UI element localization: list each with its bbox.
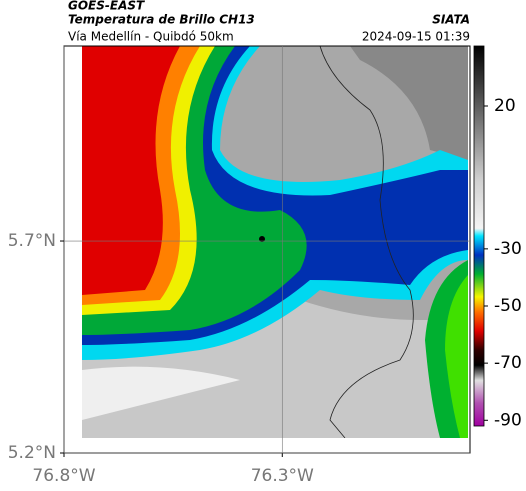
title: Temperatura de Brillo CH13 [68, 13, 255, 27]
colorbar-tick-label: -50 [494, 296, 522, 316]
source: GOES-EAST [68, 0, 145, 13]
y-tick-label: 5.7°N [8, 231, 56, 251]
subtitle: Vía Medellín - Quibdó 50km [68, 30, 234, 44]
x-tick-label: 76.3°W [251, 466, 314, 486]
colorbar-tick-label: -30 [494, 239, 522, 259]
colorbar-tick-label: 20 [494, 96, 516, 116]
location-marker [259, 236, 265, 242]
colorbar-tick-label: -70 [494, 353, 522, 373]
x-tick-label: 76.8°W [32, 466, 95, 486]
satellite-image [82, 46, 468, 438]
colorbar [473, 45, 485, 427]
datetime: 2024-09-15 01:39 [362, 30, 470, 44]
y-tick-label: 5.2°N [8, 443, 56, 463]
brand: SIATA [432, 13, 470, 27]
colorbar-tick-label: -90 [494, 410, 522, 430]
